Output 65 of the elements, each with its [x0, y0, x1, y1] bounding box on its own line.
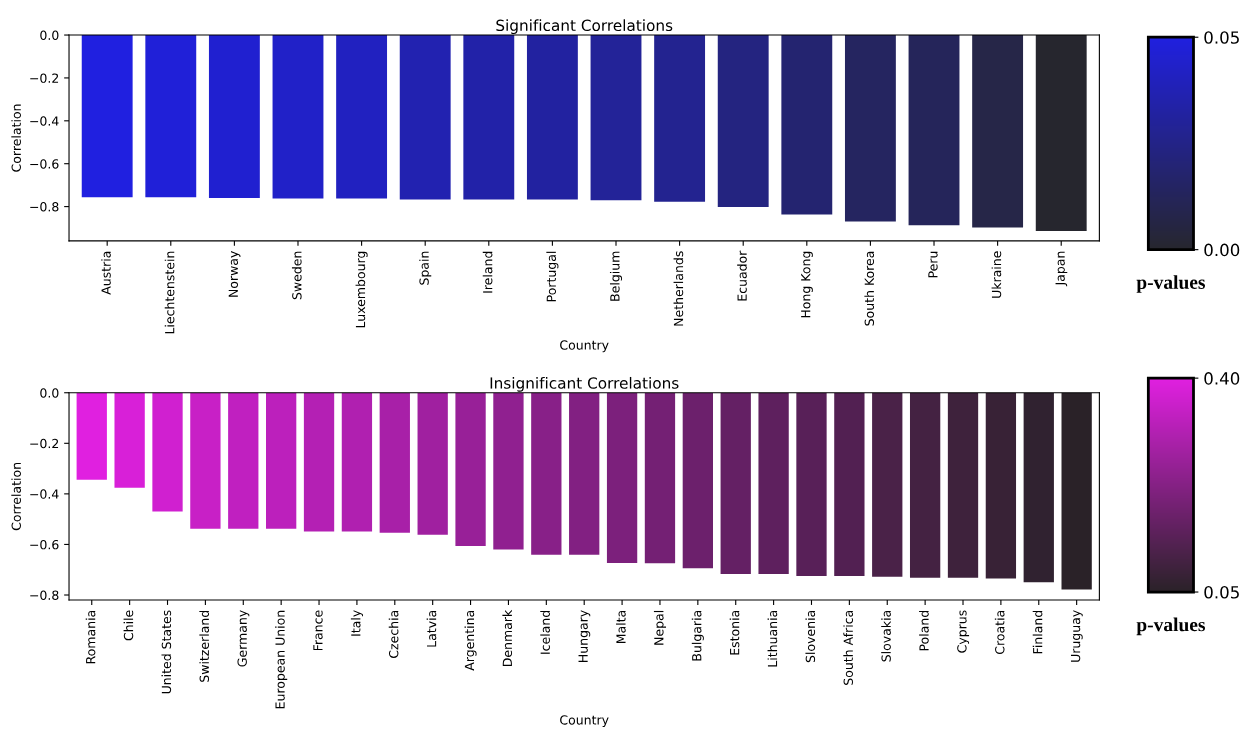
y-tick-label: 0.0: [40, 30, 59, 40]
x-tick-label: Denmark: [502, 609, 513, 667]
y-tick-label: −0.6: [30, 539, 59, 550]
x-tick-label: Spain: [419, 251, 432, 285]
y-axis-title: Correlation: [11, 104, 21, 172]
y-tick-label: −0.2: [30, 73, 59, 83]
x-tick-label: Malta: [616, 610, 626, 644]
x-tick-label: Latvia: [426, 610, 437, 647]
x-tick-label: South Korea: [864, 251, 875, 326]
x-tick-label: Ecuador: [737, 250, 747, 301]
x-tick-label: South Africa: [843, 610, 853, 685]
y-tick-label: −0.4: [30, 489, 59, 499]
x-tick-label: Japan: [1055, 251, 1068, 287]
x-tick-label: Netherlands: [673, 251, 684, 326]
x-tick-label: Iceland: [540, 610, 550, 654]
x-tick-label: Hungary: [578, 610, 591, 662]
x-tick-label: Peru: [928, 251, 938, 278]
x-tick-label: Slovakia: [881, 610, 891, 662]
x-tick-label: Portugal: [546, 251, 559, 302]
x-tick-label: France: [313, 610, 323, 651]
y-tick-label: −0.8: [30, 202, 59, 212]
color-bar-label: 0.00: [1204, 243, 1240, 257]
y-tick-label: −0.6: [30, 159, 59, 169]
x-tick-label: Lithuania: [767, 610, 778, 667]
y-axis-title: Correlation: [11, 463, 21, 531]
x-tick-label: European Union: [275, 610, 288, 709]
x-tick-label: Slovenia: [805, 610, 816, 663]
x-tick-label: Croatia: [994, 610, 1005, 655]
x-tick-label: Finland: [1032, 610, 1043, 654]
y-tick-label: −0.8: [30, 590, 59, 600]
x-tick-label: Ireland: [482, 251, 493, 293]
x-tick-label: Ukraine: [991, 251, 1002, 298]
x-tick-label: Hong Kong: [801, 251, 813, 318]
x-tick-label: Bulgaria: [691, 610, 704, 661]
chart-title: Significant Correlations: [496, 19, 673, 35]
y-tick-label: 0.0: [40, 388, 59, 398]
x-axis-title: Country: [560, 715, 609, 728]
x-tick-label: Estonia: [729, 610, 740, 655]
x-tick-label: Liechtenstein: [164, 251, 175, 334]
x-tick-label: Austria: [101, 251, 111, 295]
color-bar-title: p-values: [1136, 617, 1206, 636]
chart-title: Insignificant Correlations: [490, 376, 679, 392]
x-tick-label: Argentina: [464, 610, 477, 671]
x-tick-label: United States: [161, 610, 172, 694]
color-bar-label: 0.05: [1204, 31, 1239, 44]
x-tick-label: Sweden: [291, 251, 302, 300]
x-tick-label: Italy: [350, 610, 363, 636]
x-tick-label: Chile: [123, 610, 134, 641]
x-tick-label: Romania: [85, 610, 96, 664]
x-tick-label: Norway: [228, 251, 241, 297]
x-axis-title: Country: [560, 340, 609, 353]
x-tick-label: Poland: [919, 610, 929, 651]
color-bar-label: 0.05: [1204, 585, 1239, 599]
color-bar-label: 0.40: [1204, 372, 1240, 385]
y-tick-label: −0.4: [30, 116, 59, 126]
x-tick-label: Germany: [237, 610, 250, 667]
x-tick-label: Luxembourg: [355, 251, 368, 328]
x-tick-label: Uruguay: [1070, 610, 1083, 662]
x-tick-label: Belgium: [609, 251, 623, 301]
x-tick-label: Nepal: [653, 610, 667, 645]
x-tick-label: Czechia: [388, 610, 399, 658]
x-tick-label: Cyprus: [957, 610, 970, 653]
x-tick-label: Switzerland: [199, 610, 210, 682]
y-tick-label: −0.2: [30, 438, 59, 449]
color-bar-title: p-values: [1136, 275, 1206, 293]
